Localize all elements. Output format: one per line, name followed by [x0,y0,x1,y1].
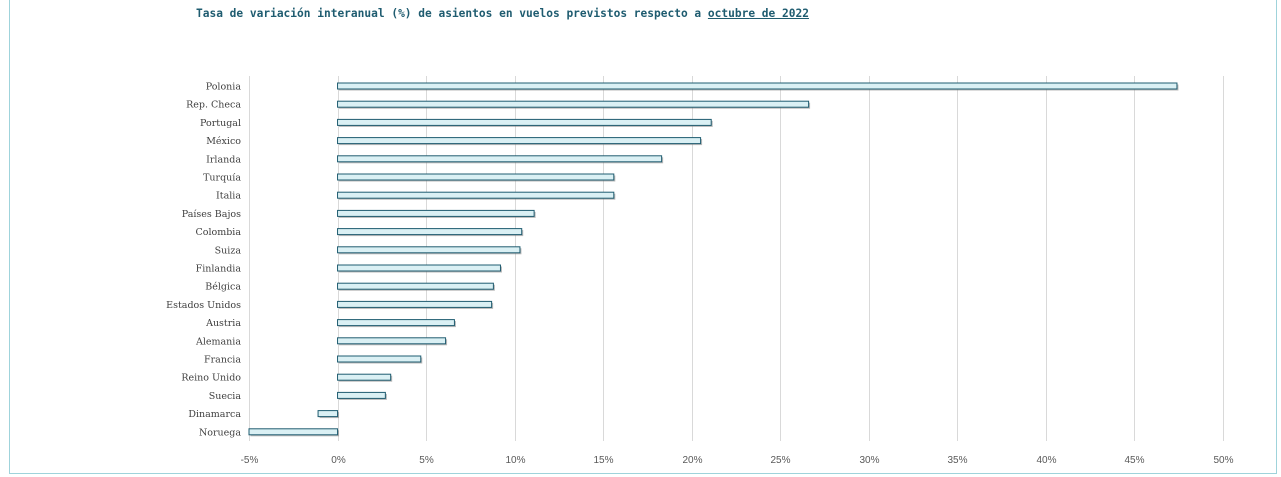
category-label: Alemania [195,336,241,347]
x-tick-label: 50% [1213,455,1233,466]
bar [337,173,615,181]
bar [337,373,392,381]
category-label: Noruega [199,427,241,438]
gridlines [249,76,1224,441]
category-label: Suecia [209,391,242,402]
category-label: Turquía [203,173,241,184]
x-tick-label: 10% [505,455,525,466]
category-label: Estados Unidos [166,300,241,311]
bar [317,410,339,418]
bars [248,82,1179,437]
category-label: Italia [216,191,241,202]
category-label: Países Bajos [182,209,241,220]
chart-title-text: Tasa de variación interanual (%) de asie… [196,7,702,20]
bar [337,155,663,163]
category-label: Finlandia [196,264,242,275]
chart-title: Tasa de variación interanual (%) de asie… [196,7,809,20]
category-label: Francia [204,355,241,366]
category-label: Reino Unido [181,373,241,384]
category-label: Bélgica [205,282,241,293]
category-label: Austria [205,318,241,329]
bar [337,82,1178,90]
category-labels: Polonia Rep. Checa Portugal México Irlanda Tu… [166,82,241,439]
category-label: Colombia [195,227,241,238]
x-tick-label: 15% [593,455,613,466]
chart-title-emphasis: octubre de 2022 [707,7,809,20]
x-tick-label: 5% [419,455,434,466]
bar [337,319,455,327]
bar [337,355,422,363]
x-tick-label: 45% [1124,455,1144,466]
bar [337,246,521,254]
category-label: Dinamarca [188,409,241,420]
x-tick-label: 40% [1036,455,1056,466]
x-tick-label: 25% [770,455,790,466]
bar [337,100,810,108]
bar [337,209,535,217]
category-label: Irlanda [206,154,241,165]
bar [337,282,494,290]
x-axis-ticks: -5% 0% 5% 10% 15% 20% 25% 30% 35% 40% 45% 50% [241,455,1234,466]
bar [337,391,386,399]
category-label: México [206,136,241,147]
category-label: Portugal [200,118,241,129]
x-tick-label: 20% [682,455,702,466]
chart-frame [9,0,1277,474]
x-tick-label: 0% [331,455,346,466]
bar [337,264,501,272]
category-label: Polonia [206,82,242,93]
bar [337,300,493,308]
x-tick-label: -5% [241,455,259,466]
x-tick-label: 30% [859,455,879,466]
bar [337,337,447,345]
bar [337,137,702,145]
category-label: Suiza [215,245,242,256]
x-tick-label: 35% [947,455,967,466]
category-label: Rep. Checa [186,100,241,111]
bar [337,191,615,199]
bar [337,118,712,126]
bar [248,428,339,436]
bar [337,228,523,236]
